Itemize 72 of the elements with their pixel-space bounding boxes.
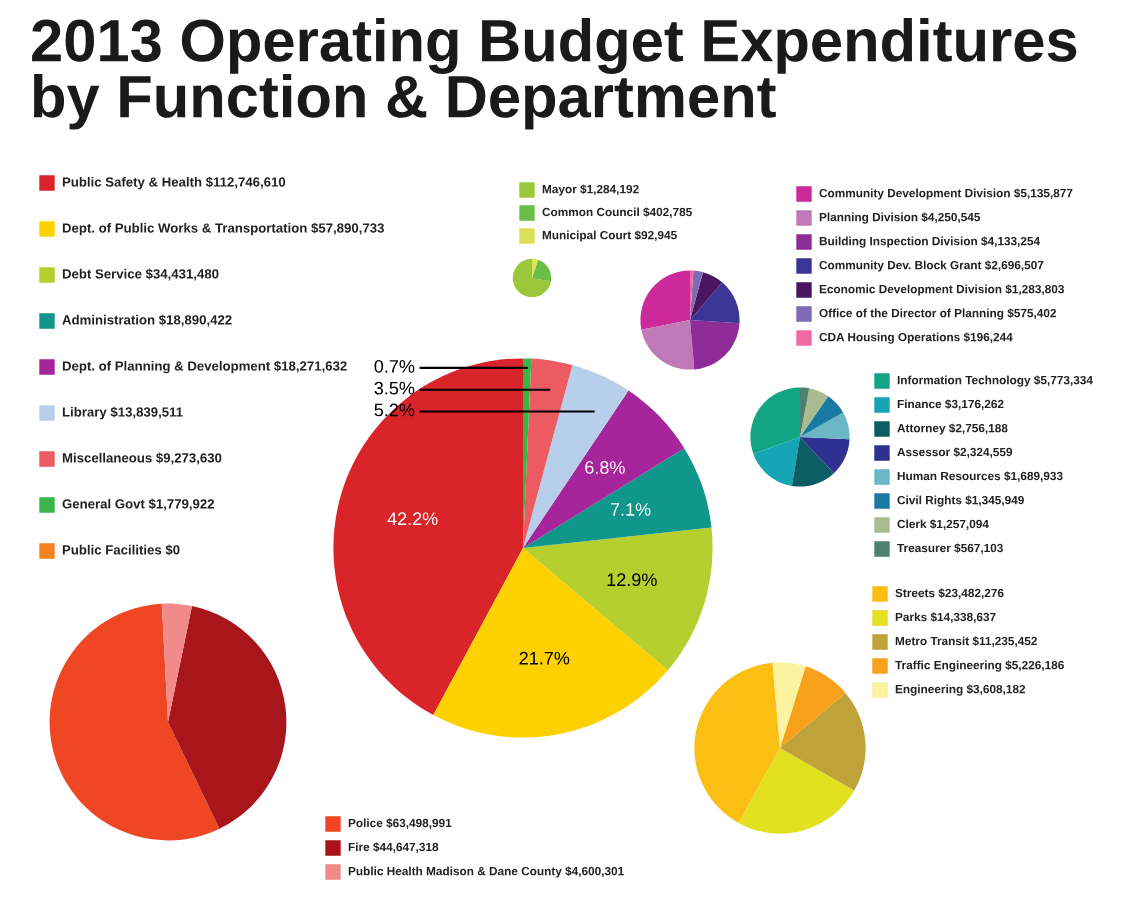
pie-slice [800,437,850,474]
legend-label: Office of the Director of Planning $575,402 [819,308,1057,320]
legend-label: Assessor $2,324,559 [897,447,1013,458]
pie-slice [690,282,740,324]
legend-label: Police $63,498,991 [348,818,452,829]
pie-slice [512,258,551,298]
pie-slice [694,662,780,823]
pie-slice [532,258,539,278]
legend-label: Parks $14,338,637 [895,612,996,623]
data-label: 7.1% [610,503,651,516]
legend-label: Public Facilities $0 [62,544,180,556]
pie-slice [800,396,844,437]
legend-label: Administration $18,890,422 [62,314,232,327]
data-label: 3.5% [374,381,415,395]
legend-label: Civil Rights $1,345,949 [897,495,1024,507]
pie-slice [641,320,695,370]
legend-label: Dept. of Planning & Development $18,271,632 [62,360,347,374]
legend-label: Debt Service $34,431,480 [62,268,219,281]
legend-label: Traffic Engineering $5,226,186 [895,660,1064,672]
legend-label: Metro Transit $11,235,452 [895,636,1037,647]
pie-slice [780,692,866,791]
pie-slice [738,748,855,834]
pie-slice [168,606,287,829]
pie-slice [780,666,846,748]
pie-slice [750,387,800,454]
legend-label: Community Development Division $5,135,877 [819,188,1073,200]
pie-slice [772,662,806,748]
pie-slice [640,270,690,330]
pie-slice [800,387,810,437]
pie-slice [523,448,712,548]
legend-label: Economic Development Division $1,283,803 [819,284,1064,296]
legend-label: Streets $23,482,276 [895,588,1004,599]
legend-label: Municipal Court $92,945 [542,230,677,242]
legend-label: Finance $3,176,262 [897,399,1004,410]
data-label: 6.8% [585,461,625,474]
legend-label: Engineering $3,608,182 [895,684,1026,696]
legend-label: Public Safety & Health $112,746,610 [62,176,286,190]
data-label: 42.2% [387,512,438,526]
pie-slice [532,259,552,282]
legend-label: Library $13,839,511 [62,406,183,420]
legend-label: Human Resources $1,689,933 [897,471,1063,482]
legend-label: Community Dev. Block Grant $2,696,507 [819,260,1044,272]
legend-label: Fire $44,647,318 [348,842,439,853]
legend-label: Treasurer $567,103 [897,543,1003,554]
legend-label: General Govt $1,779,922 [62,498,215,511]
pie-slice [690,272,723,320]
pie-slice [690,270,704,320]
pie-slice [523,358,573,548]
legend-label: Common Council $402,785 [542,207,692,218]
pie-slice [433,548,668,738]
pie-slice [791,437,834,487]
pie-slice [161,603,192,722]
pie-slice [800,412,850,440]
chart-title: 2013 Operating Budget Expenditures by Function & Department [32,18,1077,130]
legend-label: Attorney $2,756,188 [897,423,1008,435]
legend-label: Building Inspection Division $4,133,254 [819,236,1041,248]
legend-label: CDA Housing Operations $196,244 [819,332,1013,344]
pie-slice [523,390,685,548]
pie-slice [49,603,220,841]
data-label: 0.7% [374,359,415,373]
pie-slice [690,320,740,370]
legend-label: Dept. of Public Works & Transportation $57,890,733 [62,222,384,236]
data-label: 21.7% [519,651,570,665]
data-label: 12.9% [607,573,657,587]
pie-slice [800,388,829,437]
legend-label: Miscellaneous $9,273,630 [62,452,222,465]
legend-label: Clerk $1,257,094 [897,519,989,530]
legend-label: Public Health Madison & Dane County $4,600,301 [348,866,624,878]
legend-label: Mayor $1,284,192 [542,184,639,196]
pie-slice [753,437,800,486]
legend-label: Planning Division $4,250,545 [819,212,981,224]
legend-label: Information Technology $5,773,334 [897,375,1093,387]
